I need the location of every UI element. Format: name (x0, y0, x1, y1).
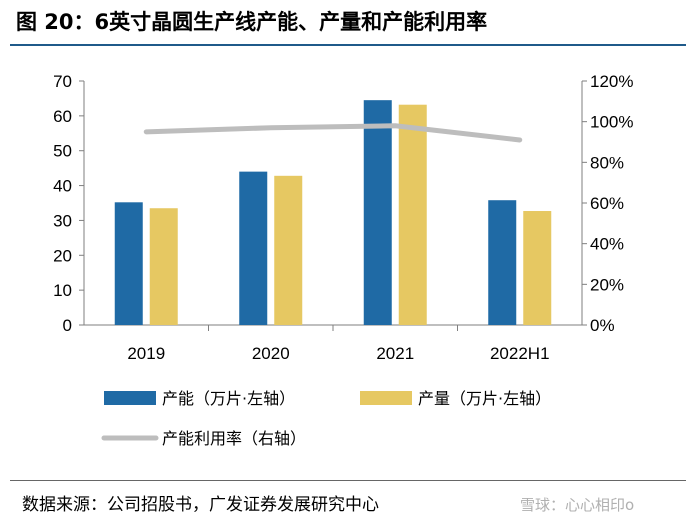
y-right-tick-label: 60% (590, 194, 624, 213)
y-right-tick-label: 40% (590, 235, 624, 254)
y-left-tick-label: 50 (53, 142, 72, 161)
legend-output-swatch (360, 391, 412, 405)
y-left-tick-label: 0 (63, 316, 72, 335)
bar-output (523, 211, 552, 325)
x-tick-label: 2022H1 (490, 344, 550, 363)
y-left-tick-label: 70 (53, 72, 72, 91)
bar-capacity (488, 200, 517, 325)
line-utilization (143, 123, 523, 143)
x-tick-label: 2020 (252, 344, 290, 363)
x-tick-label: 2021 (376, 344, 414, 363)
figure-title: 图 20：6英寸晶圆生产线产能、产量和产能利用率 (16, 10, 488, 34)
bar-output (149, 208, 178, 325)
source-divider (10, 480, 686, 481)
y-right-tick-label: 20% (590, 275, 624, 294)
legend-output-label: 产量（万片·左轴） (418, 389, 551, 408)
bar-capacity (239, 171, 268, 325)
y-left-tick-label: 40 (53, 177, 72, 196)
combo-chart: 0 10 20 30 40 50 60 70 0% 20% 40% 60% 80% 100% 120% 201… (53, 72, 633, 448)
y-left-tick-label: 60 (53, 107, 72, 126)
y-left-tick-label: 30 (53, 211, 72, 230)
legend-capacity-label: 产能（万片·左轴） (162, 389, 295, 408)
y-right-tick-label: 80% (590, 153, 624, 172)
legend-utilization-label: 产能利用率（右轴） (162, 429, 306, 448)
y-right-tick-label: 120% (590, 72, 633, 91)
legend-capacity-swatch (104, 391, 156, 405)
y-left-tick-label: 20 (53, 246, 72, 265)
y-left-tick-label: 10 (53, 281, 72, 300)
bar-output (398, 104, 427, 326)
x-tick-label: 2019 (127, 344, 165, 363)
y-right-tick-label: 100% (590, 113, 633, 132)
source-note: 数据来源：公司招股书，广发证券发展研究中心 (22, 495, 379, 515)
watermark: 雪球：心心相印o (520, 496, 635, 514)
bar-capacity (363, 100, 392, 326)
bar-output (274, 175, 303, 325)
title-divider (10, 44, 686, 46)
y-right-tick-label: 0% (590, 316, 615, 335)
bar-capacity (114, 202, 143, 325)
